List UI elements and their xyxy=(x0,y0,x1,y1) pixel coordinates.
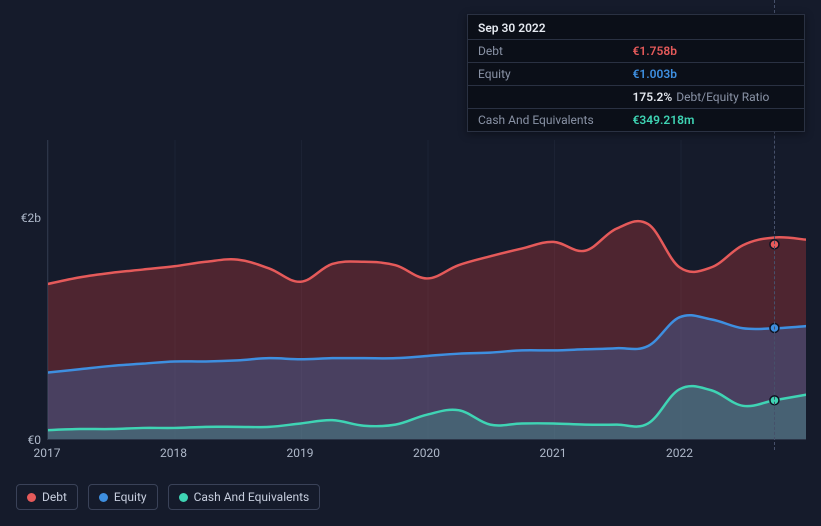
chart-legend: Debt Equity Cash And Equivalents xyxy=(16,484,320,510)
tooltip-row-ratio: 175.2%Debt/Equity Ratio xyxy=(468,86,804,109)
y-tick: €2b xyxy=(21,211,41,225)
x-axis: 201720182019202020212022 xyxy=(47,446,806,466)
tooltip-ratio-suffix: Debt/Equity Ratio xyxy=(676,90,769,104)
legend-dot-cash xyxy=(179,493,188,502)
tooltip-row-equity: Equity €1.003b xyxy=(468,63,804,86)
tooltip-value-debt: €1.758b xyxy=(623,40,804,63)
tooltip-value-equity: €1.003b xyxy=(623,63,804,86)
legend-item-equity[interactable]: Equity xyxy=(88,484,158,510)
x-tick: 2017 xyxy=(34,446,61,460)
legend-dot-equity xyxy=(99,493,108,502)
chart-plot-area[interactable] xyxy=(47,140,806,440)
tooltip-label-debt: Debt xyxy=(468,40,623,63)
x-tick: 2018 xyxy=(160,446,187,460)
legend-label-cash: Cash And Equivalents xyxy=(194,490,310,504)
legend-label-equity: Equity xyxy=(114,490,147,504)
tooltip-label-cash: Cash And Equivalents xyxy=(468,109,623,132)
y-axis: €0€2b xyxy=(0,140,47,440)
tooltip-value-cash: €349.218m xyxy=(623,109,804,132)
x-tick: 2020 xyxy=(413,446,440,460)
tooltip-label-equity: Equity xyxy=(468,63,623,86)
tooltip-row-cash: Cash And Equivalents €349.218m xyxy=(468,109,804,132)
legend-label-debt: Debt xyxy=(42,490,67,504)
tooltip-value-ratio: 175.2%Debt/Equity Ratio xyxy=(623,86,804,109)
tooltip-row-debt: Debt €1.758b xyxy=(468,40,804,63)
x-tick: 2019 xyxy=(287,446,314,460)
tooltip-date: Sep 30 2022 xyxy=(468,15,804,39)
x-tick: 2022 xyxy=(666,446,693,460)
legend-item-debt[interactable]: Debt xyxy=(16,484,78,510)
y-tick: €0 xyxy=(28,433,42,447)
legend-item-cash[interactable]: Cash And Equivalents xyxy=(168,484,321,510)
chart-tooltip: Sep 30 2022 Debt €1.758b Equity €1.003b … xyxy=(467,14,805,132)
tooltip-label-ratio xyxy=(468,86,623,109)
x-tick: 2021 xyxy=(540,446,567,460)
chart-svg xyxy=(48,140,806,439)
legend-dot-debt xyxy=(27,493,36,502)
tooltip-ratio-value: 175.2% xyxy=(633,90,673,104)
tooltip-table: Debt €1.758b Equity €1.003b 175.2%Debt/E… xyxy=(468,39,804,131)
